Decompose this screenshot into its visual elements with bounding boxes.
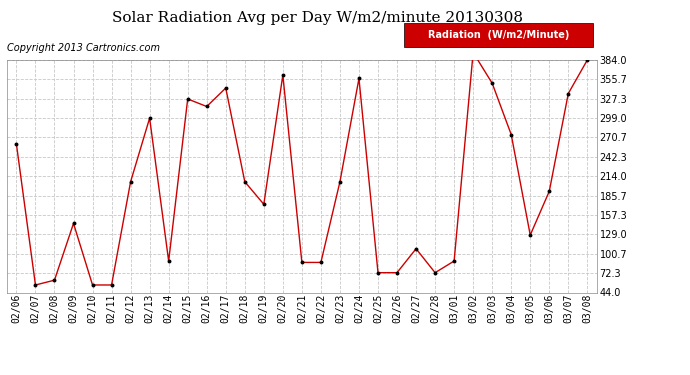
Point — [68, 220, 79, 226]
Point — [448, 258, 460, 264]
Point — [201, 104, 213, 110]
Point — [373, 270, 384, 276]
Point — [544, 188, 555, 194]
Point — [391, 270, 402, 276]
Point — [220, 85, 231, 91]
Point — [125, 179, 136, 185]
Point — [87, 282, 98, 288]
Point — [258, 201, 269, 207]
Point — [11, 141, 22, 147]
Point — [30, 282, 41, 288]
Point — [335, 179, 346, 185]
Point — [277, 72, 288, 78]
Point — [563, 90, 574, 96]
Point — [144, 115, 155, 121]
Point — [297, 260, 308, 266]
Point — [49, 277, 60, 283]
Point — [239, 179, 250, 185]
Text: Copyright 2013 Cartronics.com: Copyright 2013 Cartronics.com — [7, 43, 160, 53]
Point — [486, 80, 497, 86]
Point — [315, 260, 326, 266]
Point — [353, 75, 364, 81]
Point — [106, 282, 117, 288]
Text: Radiation  (W/m2/Minute): Radiation (W/m2/Minute) — [428, 30, 569, 40]
Point — [411, 246, 422, 252]
Point — [524, 232, 535, 238]
Point — [506, 132, 517, 138]
Point — [468, 50, 479, 55]
Point — [430, 270, 441, 276]
Point — [182, 96, 193, 102]
Point — [163, 258, 174, 264]
Point — [582, 57, 593, 63]
Text: Solar Radiation Avg per Day W/m2/minute 20130308: Solar Radiation Avg per Day W/m2/minute … — [112, 11, 523, 25]
